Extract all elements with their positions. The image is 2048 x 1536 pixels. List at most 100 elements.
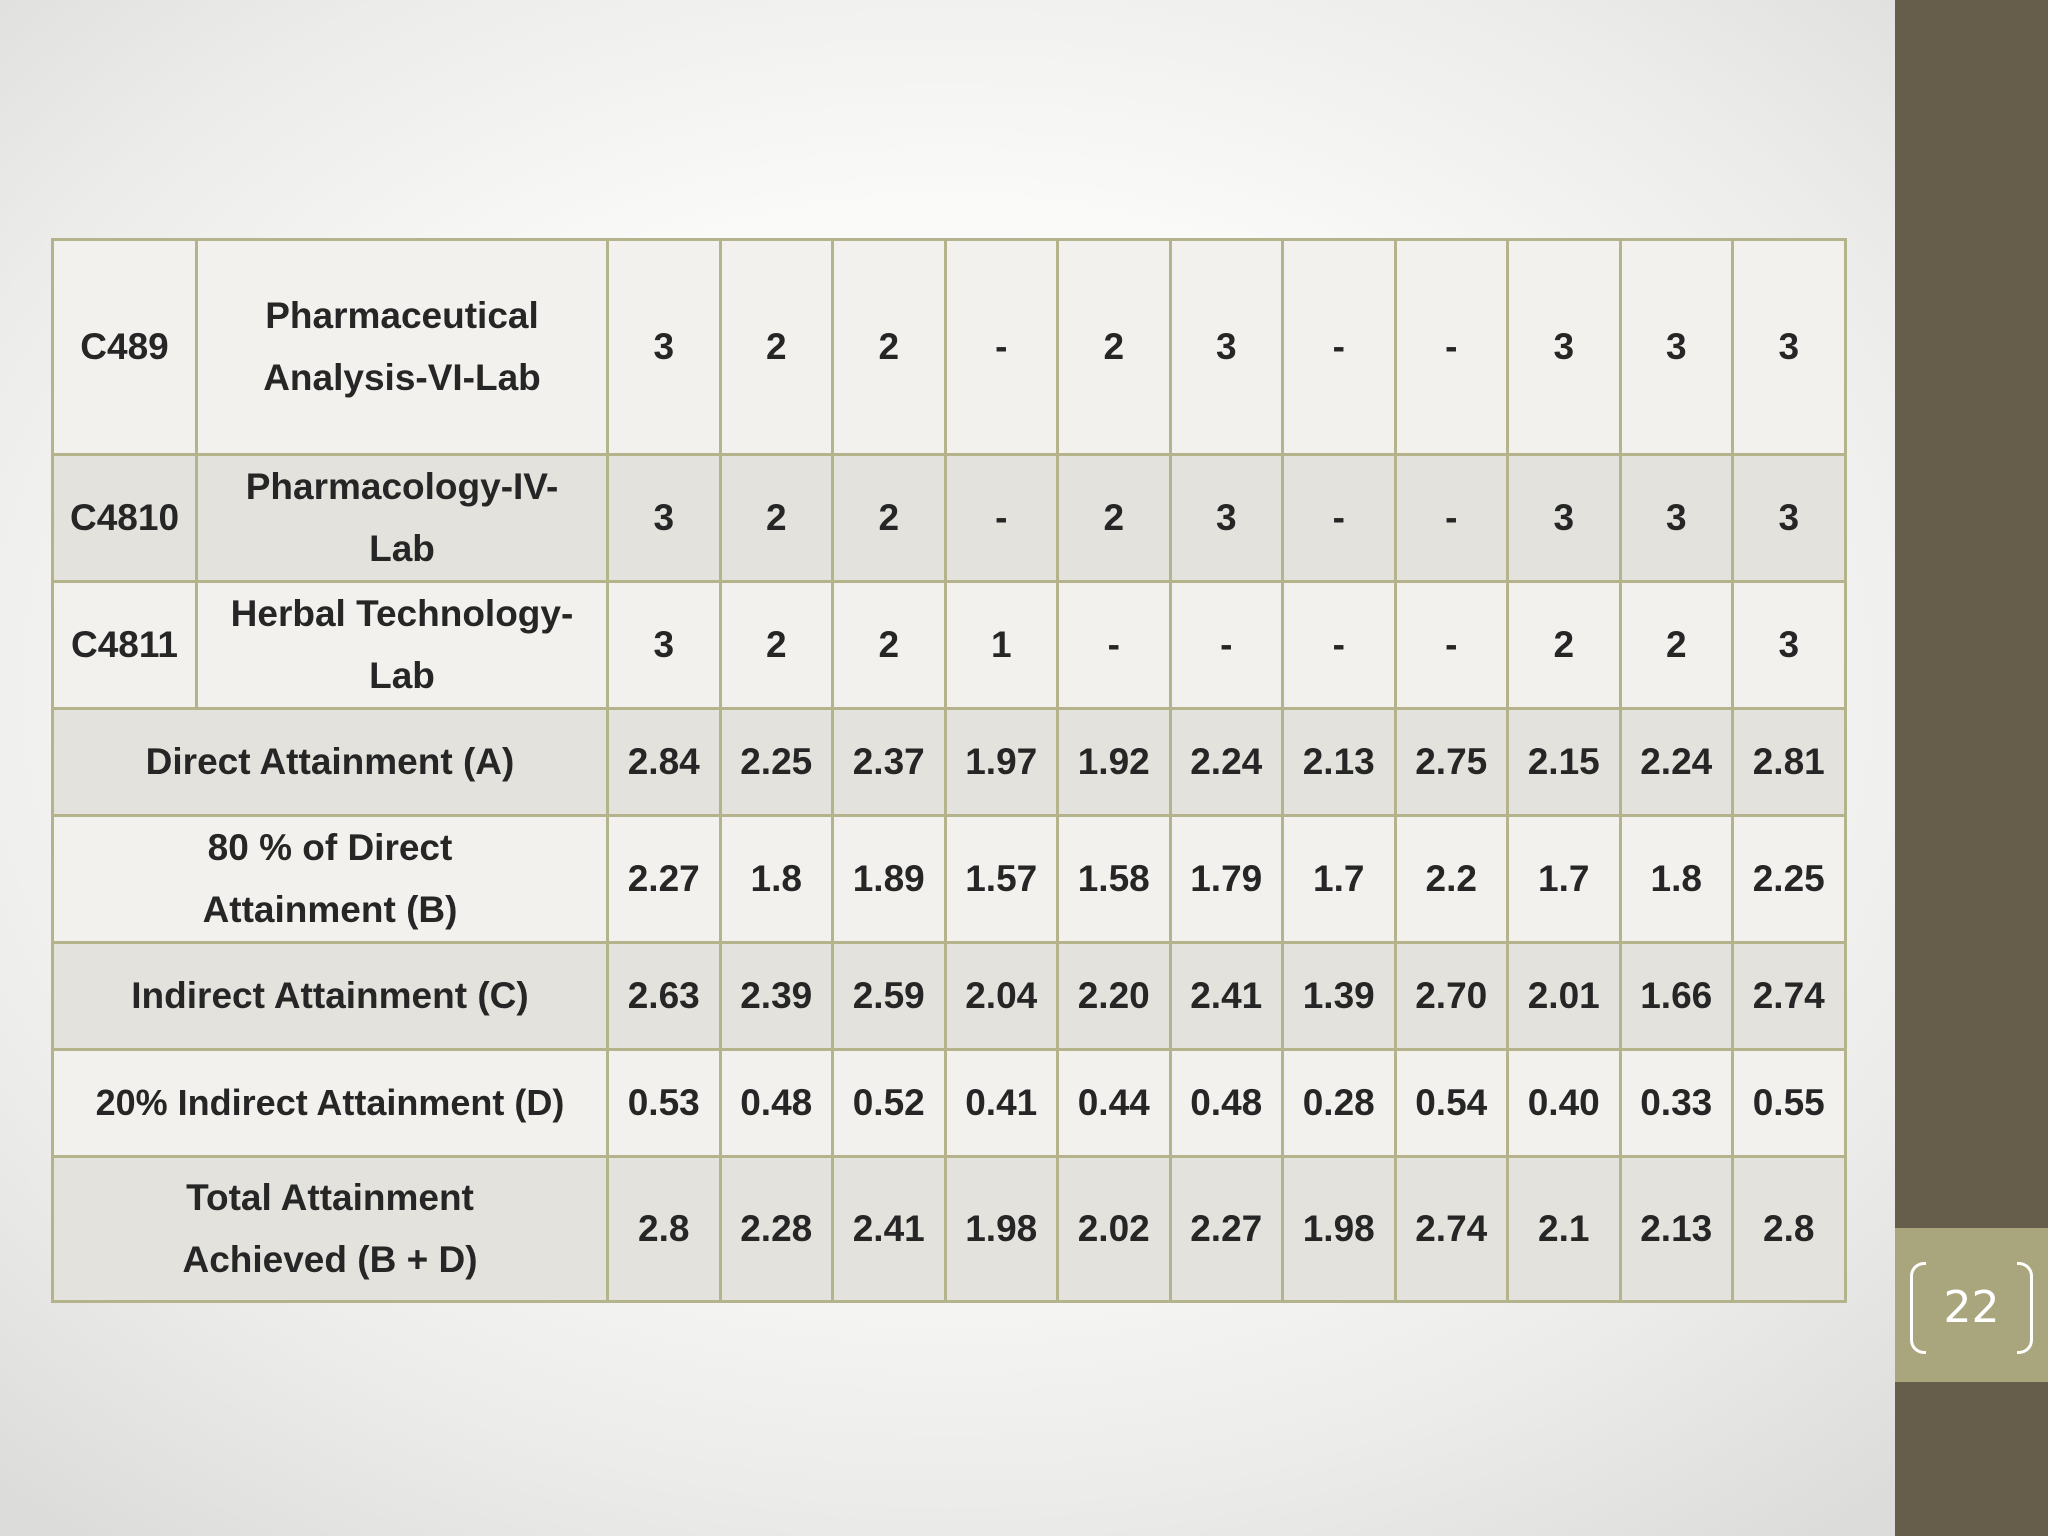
table-cell: - [1393, 453, 1509, 583]
table-cell: 1.98 [1281, 1155, 1397, 1303]
table-row: 20% Indirect Attainment (D) 0.53 0.48 0.… [51, 1048, 1847, 1158]
table-cell: 2.8 [606, 1155, 722, 1303]
course-name: Pharmaceutical Analysis-VI-Lab [195, 238, 609, 456]
table-cell: - [1056, 580, 1172, 710]
table-cell: 1 [943, 580, 1059, 710]
table-cell: - [1281, 580, 1397, 710]
table-cell: 2.1 [1506, 1155, 1622, 1303]
table-cell: 1.8 [1618, 814, 1734, 944]
table-cell: 3 [606, 453, 722, 583]
table-cell: 1.89 [831, 814, 947, 944]
table-cell: 2 [831, 580, 947, 710]
table-cell: 2.37 [831, 707, 947, 817]
attainment-table: C489 Pharmaceutical Analysis-VI-Lab 3 2 … [51, 238, 1847, 1303]
table-cell: 1.7 [1281, 814, 1397, 944]
table-cell: 1.66 [1618, 941, 1734, 1051]
table-cell: 2 [718, 453, 834, 583]
table-cell: - [1281, 238, 1397, 456]
table-row: Indirect Attainment (C) 2.63 2.39 2.59 2… [51, 941, 1847, 1051]
attainment-table-body: C489 Pharmaceutical Analysis-VI-Lab 3 2 … [51, 238, 1847, 1303]
table-cell: 1.58 [1056, 814, 1172, 944]
table-cell: 2.81 [1731, 707, 1847, 817]
table-cell: - [1281, 453, 1397, 583]
table-cell: 2.02 [1056, 1155, 1172, 1303]
table-cell: - [1393, 580, 1509, 710]
table-cell: 2.75 [1393, 707, 1509, 817]
right-bracket-icon [2017, 1262, 2033, 1354]
table-cell: 0.41 [943, 1048, 1059, 1158]
table-cell: 0.33 [1618, 1048, 1734, 1158]
table-cell: 2 [831, 238, 947, 456]
table-cell: 2.01 [1506, 941, 1622, 1051]
table-cell: 1.39 [1281, 941, 1397, 1051]
table-cell: 1.98 [943, 1155, 1059, 1303]
table-cell: 2 [831, 453, 947, 583]
table-cell: 3 [1731, 238, 1847, 456]
table-cell: 1.97 [943, 707, 1059, 817]
table-row: 80 % of Direct Attainment (B) 2.27 1.8 1… [51, 814, 1847, 944]
table-cell: 2.41 [1168, 941, 1284, 1051]
table-cell: 0.44 [1056, 1048, 1172, 1158]
table-cell: 0.28 [1281, 1048, 1397, 1158]
table-cell: 2.24 [1168, 707, 1284, 817]
table-cell: 2.70 [1393, 941, 1509, 1051]
table-cell: - [943, 453, 1059, 583]
table-cell: 2.13 [1281, 707, 1397, 817]
table-cell: 3 [606, 580, 722, 710]
table-cell: 2.25 [718, 707, 834, 817]
table-cell: 2.28 [718, 1155, 834, 1303]
table-cell: 1.79 [1168, 814, 1284, 944]
table-cell: - [1393, 238, 1509, 456]
table-cell: 1.92 [1056, 707, 1172, 817]
row-label: Direct Attainment (A) [51, 707, 609, 817]
table-cell: 2.24 [1618, 707, 1734, 817]
table-cell: 2.25 [1731, 814, 1847, 944]
table-cell: 3 [1168, 453, 1284, 583]
table-cell: 2.8 [1731, 1155, 1847, 1303]
course-name: Pharmacology-IV-Lab [195, 453, 609, 583]
table-row: C4811 Herbal Technology-Lab 3 2 2 1 - - … [51, 580, 1847, 710]
row-label: 80 % of Direct Attainment (B) [51, 814, 609, 944]
table-cell: 0.54 [1393, 1048, 1509, 1158]
table-cell: 2.74 [1731, 941, 1847, 1051]
table-row: Direct Attainment (A) 2.84 2.25 2.37 1.9… [51, 707, 1847, 817]
page-number: 22 [1943, 1282, 2000, 1333]
table-cell: 0.52 [831, 1048, 947, 1158]
table-row: C489 Pharmaceutical Analysis-VI-Lab 3 2 … [51, 238, 1847, 456]
course-name: Herbal Technology-Lab [195, 580, 609, 710]
table-cell: 1.8 [718, 814, 834, 944]
course-code: C489 [51, 238, 198, 456]
table-cell: 2 [1056, 238, 1172, 456]
table-cell: 2 [718, 238, 834, 456]
row-label: 20% Indirect Attainment (D) [51, 1048, 609, 1158]
course-code: C4811 [51, 580, 198, 710]
row-label: Total Attainment Achieved (B + D) [51, 1155, 609, 1303]
page-number-box [1895, 1228, 2048, 1382]
table-cell: 2.13 [1618, 1155, 1734, 1303]
table-cell: 0.55 [1731, 1048, 1847, 1158]
table-cell: 2.63 [606, 941, 722, 1051]
left-bracket-icon [1910, 1262, 1926, 1354]
table-cell: 1.57 [943, 814, 1059, 944]
table-cell: 2.04 [943, 941, 1059, 1051]
table-cell: 3 [1618, 453, 1734, 583]
table-cell: 3 [1731, 580, 1847, 710]
table-cell: 3 [1618, 238, 1734, 456]
table-cell: 2.2 [1393, 814, 1509, 944]
table-cell: 2 [1618, 580, 1734, 710]
course-code: C4810 [51, 453, 198, 583]
table-cell: 2.27 [1168, 1155, 1284, 1303]
table-cell: 2 [1056, 453, 1172, 583]
table-cell: 0.48 [718, 1048, 834, 1158]
table-cell: 2.74 [1393, 1155, 1509, 1303]
table-cell: 2.59 [831, 941, 947, 1051]
table-cell: 2 [718, 580, 834, 710]
table-cell: 0.53 [606, 1048, 722, 1158]
table-cell: 0.48 [1168, 1048, 1284, 1158]
table-cell: - [943, 238, 1059, 456]
table-row: C4810 Pharmacology-IV-Lab 3 2 2 - 2 3 - … [51, 453, 1847, 583]
table-cell: 2.39 [718, 941, 834, 1051]
table-cell: 3 [1168, 238, 1284, 456]
table-cell: 1.7 [1506, 814, 1622, 944]
table-cell: 0.40 [1506, 1048, 1622, 1158]
